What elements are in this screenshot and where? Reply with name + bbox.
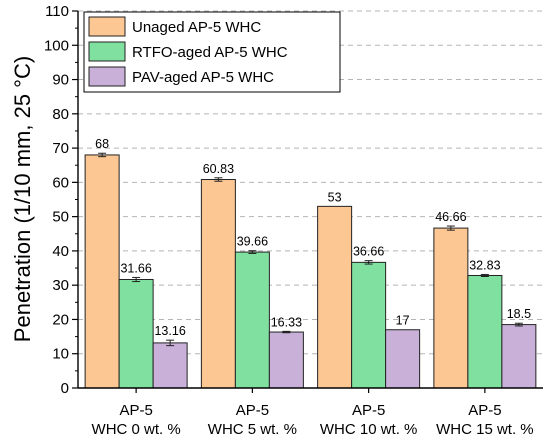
- legend-swatch: [88, 41, 126, 62]
- legend-swatch: [88, 16, 126, 37]
- y-tick-label: 70: [52, 140, 69, 157]
- x-tick-label: AP-5: [119, 402, 152, 419]
- legend-label: RTFO-aged AP-5 WHC: [132, 44, 288, 61]
- axes-group: AP-5 WHC 0 wt. % AP-5 WHC 5 wt. % AP-5 WHC 10…: [44, 3, 543, 438]
- bars-group: [84, 154, 537, 389]
- data-label: 60.83: [203, 162, 234, 176]
- data-label: 13.16: [154, 324, 185, 338]
- y-tick-label: 20: [52, 311, 69, 328]
- y-tick-label: 110: [45, 3, 69, 20]
- data-label: 39.66: [237, 235, 268, 249]
- data-label: 32.83: [469, 258, 500, 272]
- x-tick-label: WHC 15 wt. %: [436, 421, 534, 438]
- data-label: 17: [396, 314, 410, 328]
- data-label: 18.5: [507, 307, 531, 321]
- data-labels-group: 68 31.66 13.16 60.83 39.66 16.33 53 36.66 17 46.6…: [95, 137, 531, 338]
- x-tick-label: AP-5: [468, 402, 501, 419]
- bar: [84, 154, 120, 389]
- y-tick-label: 80: [52, 106, 69, 123]
- y-tick-label: 0: [61, 380, 69, 397]
- x-tick-label: WHC 5 wt. %: [208, 421, 297, 438]
- bar: [501, 324, 537, 389]
- bar: [118, 278, 154, 389]
- y-tick-label: 40: [52, 243, 69, 260]
- legend-box: [83, 11, 341, 93]
- x-tick-label: AP-5: [352, 402, 385, 419]
- data-label: 53: [328, 190, 342, 204]
- legend-swatch: [88, 66, 126, 87]
- data-label: 68: [95, 137, 109, 151]
- x-tick-label: WHC 10 wt. %: [320, 421, 418, 438]
- y-tick-label: 60: [52, 174, 69, 191]
- legend-label: Unaged AP-5 WHC: [132, 19, 261, 36]
- y-tick-label: 50: [52, 209, 69, 226]
- y-tick-label: 90: [52, 72, 69, 89]
- y-axis-title: Penetration (1/10 mm, 25 °C): [10, 56, 35, 342]
- data-label: 46.66: [435, 210, 466, 224]
- error-bars-group: [98, 152, 523, 347]
- bar: [385, 329, 421, 389]
- bar: [433, 227, 469, 389]
- legend: Unaged AP-5 WHC RTFO-aged AP-5 WHC PAV-age…: [83, 11, 341, 93]
- bar: [317, 205, 353, 389]
- y-tick-label: 100: [44, 37, 69, 54]
- y-tick-label: 30: [52, 277, 69, 294]
- bar: [351, 261, 387, 389]
- bar: [200, 179, 236, 389]
- data-label: 31.66: [120, 261, 151, 275]
- data-label: 16.33: [271, 315, 302, 329]
- x-tick-label: AP-5: [236, 402, 269, 419]
- bar: [152, 342, 188, 389]
- bar: [467, 274, 503, 389]
- y-tick-label: 10: [52, 346, 69, 363]
- legend-label: PAV-aged AP-5 WHC: [132, 69, 274, 86]
- bar: [268, 331, 304, 389]
- data-label: 36.66: [353, 245, 384, 259]
- bar: [234, 251, 270, 389]
- x-tick-label: WHC 0 wt. %: [92, 421, 181, 438]
